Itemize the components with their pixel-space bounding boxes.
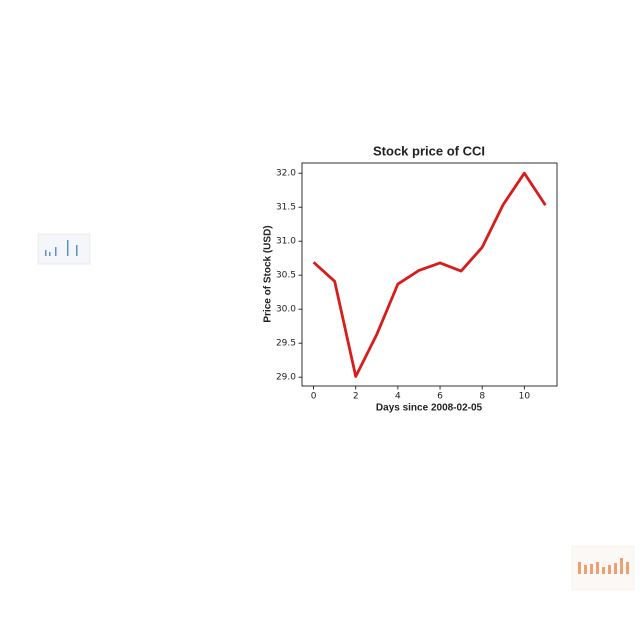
thumbnail-frame [37,233,91,265]
x-tick-label: 4 [395,392,401,402]
thumbnail-bar [49,252,51,256]
x-tick-label: 6 [437,392,443,402]
thumbnail-bar [608,565,611,574]
y-tick-label: 29.5 [276,339,296,349]
x-axis-label: Days since 2008-02-05 [376,403,483,414]
thumbnail-left [37,233,91,265]
thumbnail-bar [76,245,78,256]
thumbnail-bar [620,558,623,574]
thumbnail-bar [55,247,57,256]
y-axis-label: Price of Stock (USD) [263,225,274,322]
y-tick-label: 32.0 [276,169,296,179]
thumbnail-right [571,545,635,591]
y-tick-label: 30.0 [276,305,296,315]
plot-frame [301,162,558,387]
x-tick-label: 8 [479,392,485,402]
thumbnail-bar [45,250,47,256]
y-tick-label: 31.0 [276,237,296,247]
y-tick-label: 30.5 [276,271,296,281]
thumbnail-bar [584,565,587,574]
thumbnail-bar [578,562,581,574]
thumbnail-bar [614,563,617,574]
x-tick-label: 0 [311,392,317,402]
thumbnail-bar [596,562,599,574]
x-tick-label: 2 [353,392,359,402]
data-line [312,171,547,378]
thumbnail-bar [626,562,629,574]
thumbnail-bar [67,240,69,256]
thumbnail-bar [590,564,593,574]
y-tick-label: 29.0 [276,373,296,383]
thumbnail-bar [602,567,605,574]
x-tick-label: 10 [519,392,531,402]
chart-title: Stock price of CCI [373,143,485,158]
y-tick-label: 31.5 [276,203,296,213]
